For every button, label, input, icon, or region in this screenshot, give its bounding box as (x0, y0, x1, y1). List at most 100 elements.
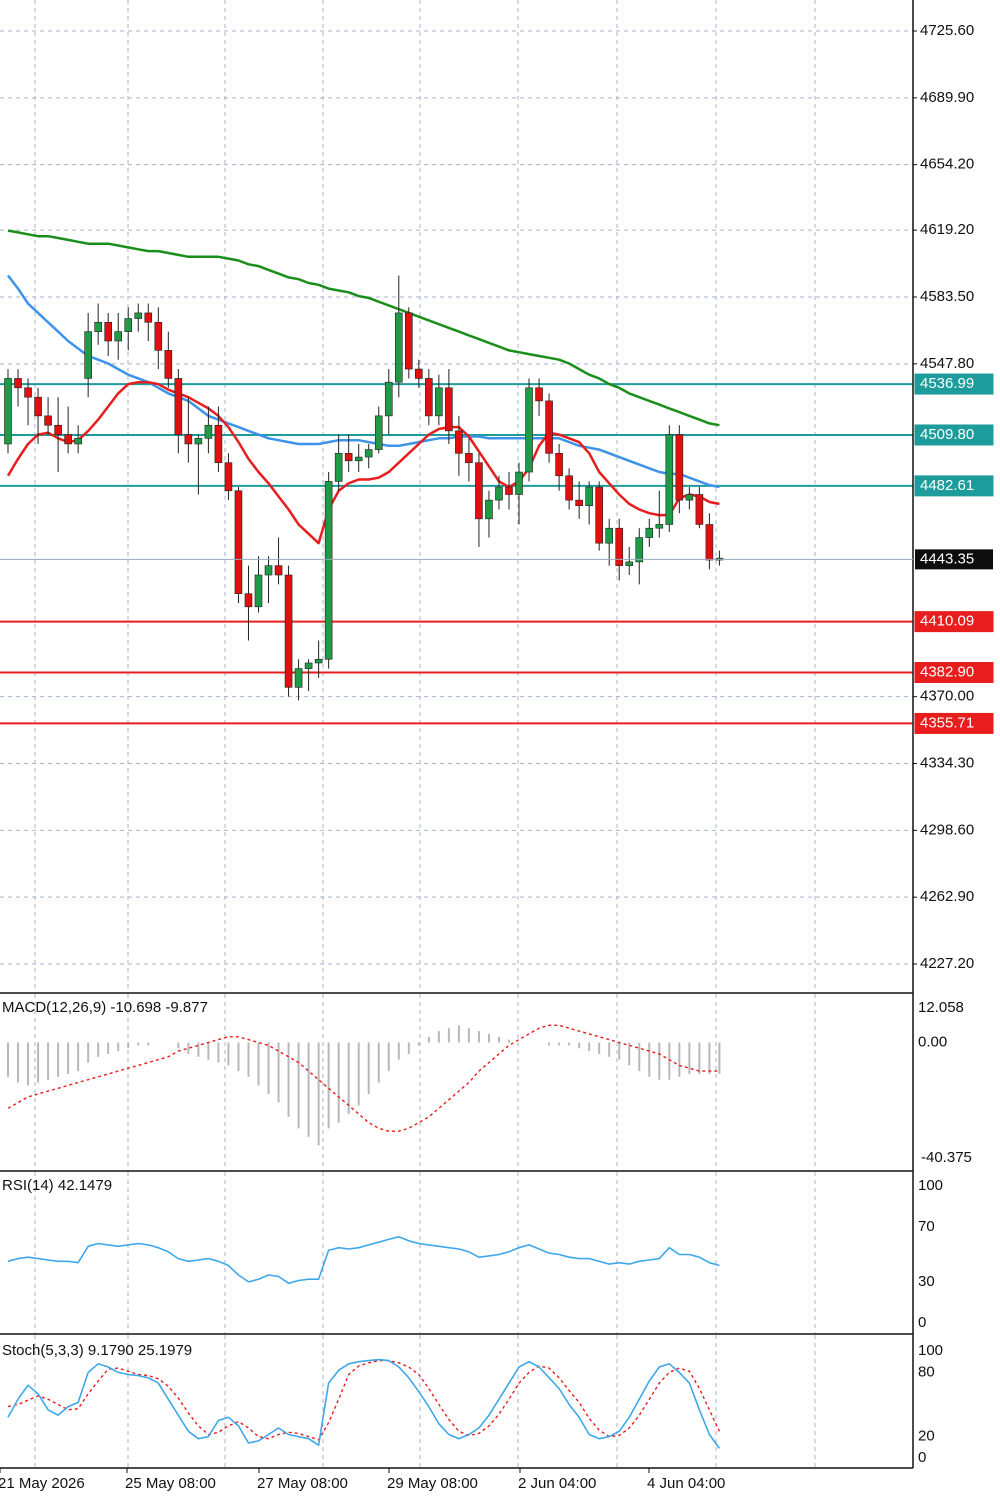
support-label-1: 4410.09 (920, 613, 974, 630)
candle-body (695, 494, 704, 525)
price-tick-0: 4725.60 (920, 22, 974, 39)
rsi-tick-2: 30 (918, 1273, 935, 1290)
macd-label: MACD(12,26,9) -10.698 -9.877 (2, 999, 208, 1016)
candle-body (635, 537, 644, 563)
candle-body (164, 350, 173, 379)
candle-body (675, 434, 684, 501)
candle-62 (625, 546, 634, 576)
candle-15 (154, 307, 163, 370)
candle-51 (515, 462, 523, 525)
resistance-label-3-box (914, 475, 994, 497)
time-label-5: 4 Jun 04:00 (647, 1475, 725, 1492)
candle-16 (164, 331, 173, 388)
candle-39 (394, 275, 403, 398)
resistance-label-3: 4482.61 (920, 477, 974, 494)
candle-body (34, 396, 42, 417)
candle-body (84, 331, 92, 379)
candle-body (274, 565, 283, 576)
candle-body (685, 494, 694, 501)
candle-71 (715, 550, 724, 566)
candle-57 (575, 481, 583, 519)
candle-13 (134, 303, 143, 332)
candle-body (74, 438, 82, 445)
candle-body (284, 574, 293, 688)
candle-3 (34, 387, 42, 444)
candle-6 (64, 406, 72, 454)
resistance-label-2: 4509.80 (920, 426, 974, 443)
stoch-panel: Stoch(5,3,3) 9.1790 25.1979 (2, 1342, 721, 1449)
moving-averages (6, 229, 720, 545)
candle-22 (224, 453, 233, 501)
candle-47 (475, 453, 483, 547)
candle-25 (254, 556, 263, 613)
candle-body (505, 486, 513, 495)
candle-body (665, 434, 674, 525)
stoch-label: Stoch(5,3,3) 9.1790 25.1979 (2, 1342, 192, 1359)
candle-body (485, 499, 493, 520)
candle-body (314, 658, 323, 664)
stoch-tick-3: 0 (918, 1449, 926, 1466)
support-label-3: 4355.71 (920, 714, 974, 731)
candle-68 (685, 487, 694, 510)
candle-9 (94, 303, 102, 345)
candle-58 (585, 481, 593, 525)
candle-body (625, 561, 634, 566)
candle-body (144, 312, 153, 323)
candle-33 (334, 434, 343, 491)
candle-body (264, 565, 273, 576)
candle-64 (645, 518, 654, 547)
candle-body (294, 668, 303, 688)
candle-body (535, 387, 543, 402)
candle-18 (184, 397, 193, 463)
price-tick-6: 4370.00 (920, 688, 974, 705)
candle-body (4, 378, 12, 445)
candle-body (154, 321, 163, 351)
candle-body (374, 415, 383, 450)
candle-body (24, 387, 32, 398)
candle-body (525, 387, 533, 473)
price-tick-7: 4334.30 (920, 754, 974, 771)
candle-12 (124, 307, 133, 351)
macd-tick-1: 0.00 (918, 1033, 947, 1050)
candle-38 (384, 369, 393, 435)
candle-body (254, 574, 263, 608)
candle-body (495, 486, 503, 501)
candle-body (705, 524, 714, 561)
candle-body (44, 415, 52, 426)
candle-37 (374, 406, 383, 454)
rsi-label: RSI(14) 42.1479 (2, 1177, 112, 1194)
candle-29 (294, 659, 303, 701)
price-tick-2: 4654.20 (920, 156, 974, 173)
price-tick-3: 4619.20 (920, 221, 974, 238)
candle-40 (404, 307, 413, 379)
candle-body (595, 486, 603, 544)
candle-19 (194, 434, 203, 495)
support-label-1-box (914, 611, 994, 633)
macd-tick-2: -40.375 (921, 1149, 972, 1166)
candle-43 (435, 374, 443, 426)
candle-body (214, 424, 223, 463)
candle-body (174, 378, 183, 435)
ma-slow-line (7, 229, 720, 427)
candle-41 (415, 359, 423, 388)
candle-body (605, 527, 614, 544)
candle-66 (665, 425, 674, 532)
candle-body (124, 318, 133, 332)
rsi-tick-1: 70 (918, 1218, 935, 1235)
candle-46 (465, 438, 473, 482)
candle-69 (695, 487, 704, 529)
candle-17 (174, 369, 183, 454)
candle-body (324, 481, 333, 660)
candle-body (615, 527, 624, 566)
candle-55 (555, 443, 563, 491)
resistance-label-1: 4536.99 (920, 375, 974, 392)
candle-body (204, 424, 213, 439)
candle-10 (104, 312, 112, 356)
candle-body (244, 593, 253, 608)
candle-body (515, 471, 523, 495)
time-label-3: 29 May 08:00 (387, 1475, 478, 1492)
candle-61 (615, 518, 624, 581)
support-label-2-box (914, 662, 994, 684)
candle-56 (565, 468, 573, 510)
